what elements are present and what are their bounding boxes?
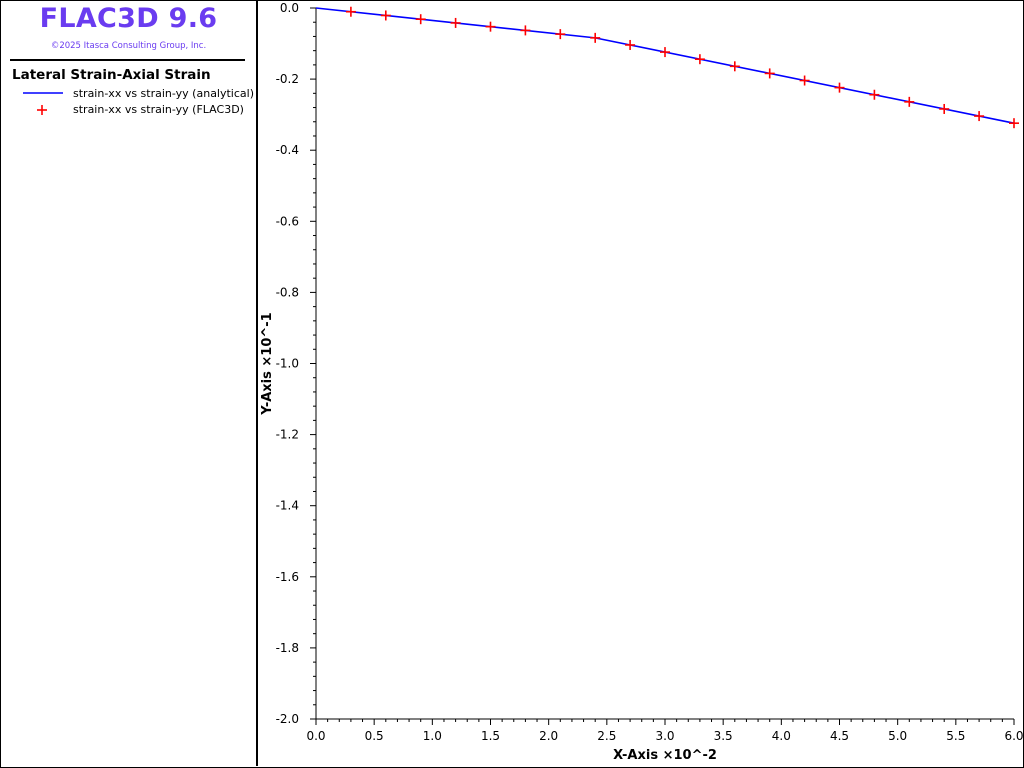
legend-divider [10,59,245,61]
y-tick-label: -0.6 [276,214,299,228]
y-tick-label: -1.4 [276,499,299,513]
y-tick-label: -2.0 [276,712,299,726]
flac3d-data-point [590,32,601,43]
series-layer [315,6,1019,129]
legend-entry-flac3d: strain-xx vs strain-yy (FLAC3D) [1,102,256,118]
flac3d-data-point [694,54,705,65]
flac3d-data-point [555,29,566,40]
flac3d-data-point [834,82,845,93]
y-axis-title: Y-Axis ×10^-1 [260,312,275,415]
y-tick-label: -0.2 [276,72,299,86]
y-tick-label: -1.8 [276,641,299,655]
x-tick-label: 2.0 [539,729,558,743]
flac3d-data-point [415,14,426,25]
x-tick-label: 1.0 [423,729,442,743]
flac3d-data-point [345,6,356,17]
x-tick-label: 5.0 [888,729,907,743]
y-tick-label: -1.2 [276,428,299,442]
flac3d-data-point [869,89,880,100]
flac3d-data-point [799,75,810,86]
legend-title: Lateral Strain-Axial Strain [12,67,211,83]
legend-panel: FLAC3D 9.6 ©2025 Itasca Consulting Group… [1,1,258,766]
flac3d-data-point [485,21,496,32]
flac3d-data-point [974,111,985,122]
y-tick-label: 0.0 [280,1,299,15]
x-tick-label: 0.5 [365,729,384,743]
x-tick-label: 5.5 [946,729,965,743]
legend-label-flac3d: strain-xx vs strain-yy (FLAC3D) [73,103,244,116]
x-tick-label: 3.5 [714,729,733,743]
flac3d-data-point [904,96,915,107]
legend-entry-analytical: strain-xx vs strain-yy (analytical) [1,86,256,102]
app-title: FLAC3D 9.6 [39,3,218,34]
flac3d-data-point [625,39,636,50]
x-tick-label: 2.5 [597,729,616,743]
y-tick-label: -0.8 [276,285,299,299]
legend-plus-marker-icon [37,105,47,115]
x-tick-label: 3.0 [655,729,674,743]
y-tick-label: -1.0 [276,357,299,371]
flac3d-data-point [939,103,950,114]
flac3d-data-point [729,61,740,72]
flac3d-data-point [1009,118,1019,129]
flac3d-data-point [380,10,391,21]
tick-labels: 0.0 0.5 1.0 1.5 2.0 2.5 3.0 3.5 4.0 4.5 5.0 5.5 6.0 0… [276,1,1024,743]
x-tick-label: 0.0 [306,729,325,743]
legend-label-analytical: strain-xx vs strain-yy (analytical) [73,87,255,100]
flac3d-data-point [450,17,461,28]
x-tick-label: 4.0 [772,729,791,743]
flac3d-data-point [764,68,775,79]
legend-line-icon [23,92,63,94]
x-tick-label: 1.5 [481,729,500,743]
y-tick-label: -1.6 [276,570,299,584]
flac3d-data-point [520,25,531,36]
copyright-notice: ©2025 Itasca Consulting Group, Inc. [50,41,207,51]
x-tick-label: 4.5 [830,729,849,743]
y-tick-label: -0.4 [276,143,299,157]
x-tick-label: 6.0 [1004,729,1023,743]
axes [310,7,1015,725]
flac3d-data-point [660,47,670,58]
x-axis-title: X-Axis ×10^-2 [613,748,717,763]
